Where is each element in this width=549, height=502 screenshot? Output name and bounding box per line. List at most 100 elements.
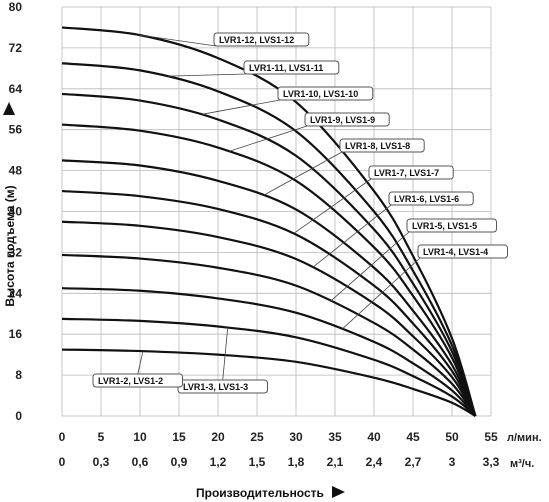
curve-label: LVR1-6, LVS1-6: [312, 191, 474, 268]
y-tick-label: 80: [9, 0, 23, 14]
y-axis-title: Высота подъема (м): [3, 185, 17, 306]
x-unit-secondary: м³/ч.: [510, 458, 534, 470]
label-leader-line: [229, 125, 308, 152]
curve-label-text: LVR1-8, LVS1-8: [345, 141, 410, 151]
x-tick-label-secondary: 1,2: [210, 455, 227, 469]
curve-labels: LVR1-12, LVS1-12 LVR1-11, LVS1-11 LVR1-10,…: [92, 32, 508, 394]
series-line: [61, 189, 477, 417]
x-unit-primary: л/мин.: [507, 432, 542, 444]
x-tick-label-secondary: 0: [59, 455, 66, 469]
curve-label-box: [368, 165, 454, 180]
x-tick-label-secondary: 2,7: [405, 455, 422, 469]
curve-label: LVR1-9, LVS1-9: [229, 112, 390, 152]
x-tick-label: 40: [367, 430, 381, 444]
curve-label: LVR1-12, LVS1-12: [138, 32, 310, 47]
curve-label-text: LVR1-7, LVS1-7: [374, 168, 439, 178]
curve-label-box: [406, 218, 497, 233]
label-leader-line: [137, 351, 144, 375]
curve-label-box: [92, 373, 183, 388]
x-tick-label: 10: [133, 430, 147, 444]
x-tick-label: 30: [289, 430, 303, 444]
series-line: [61, 92, 477, 417]
x-tick-label: 15: [172, 430, 186, 444]
x-tick-label: 25: [250, 430, 264, 444]
x-tick-label-secondary: 0,9: [171, 455, 188, 469]
curve-label: LVR1-8, LVS1-8: [263, 138, 425, 196]
x-tick-label: 20: [211, 430, 225, 444]
curve-label-box: [417, 244, 508, 259]
curve-label-text: LVR1-3, LVS1-3: [183, 382, 248, 392]
curve-label-box: [304, 112, 390, 127]
x-tick-label-secondary: 1,8: [288, 455, 305, 469]
curve-label: LVR1-7, LVS1-7: [293, 165, 454, 234]
curve-label-box: [277, 86, 374, 101]
curve-label: LVR1-11, LVS1-11: [168, 60, 340, 77]
series-line: [61, 317, 477, 417]
curve-label: LVR1-5, LVS1-5: [330, 218, 497, 301]
x-tick-label-secondary: 3,3: [483, 455, 500, 469]
label-leader-line: [202, 99, 281, 115]
x-axis-title-group: Производительность: [196, 486, 345, 500]
series-line: [61, 26, 477, 417]
label-leader-line: [138, 34, 217, 47]
x-axis-title: Производительность: [196, 486, 324, 500]
y-tick-label: 8: [15, 368, 22, 382]
x-tick-label-secondary: 3: [449, 455, 456, 469]
x-tick-label: 45: [406, 430, 420, 444]
label-leader-line: [263, 151, 343, 196]
curve-label-box: [388, 191, 474, 206]
y-tick-label: 64: [9, 82, 23, 96]
y-tick-labels: 0 8 16 24 32 40 48 56 64 72 80: [9, 0, 23, 423]
series-line: [61, 123, 477, 417]
curve-label-text: LVR1-12, LVS1-12: [219, 35, 294, 45]
curve-label-box: [243, 60, 340, 75]
curve-label-text: LVR1-10, LVS1-10: [283, 89, 358, 99]
curve-label-text: LVR1-11, LVS1-11: [249, 63, 323, 73]
curve-label-text: LVR1-2, LVS1-2: [98, 376, 163, 386]
x-tick-label: 5: [98, 430, 105, 444]
y-tick-label: 24: [9, 286, 23, 300]
x-tick-labels: 0 0 5 0,3 10 0,6 15 0,9 20 1,2 25 1,5 30 1,8 35 2,1 40 2,…: [59, 430, 500, 469]
x-tick-label-secondary: 2,4: [366, 455, 383, 469]
y-tick-label: 48: [9, 164, 23, 178]
series-line: [61, 253, 477, 417]
label-leader-line: [168, 73, 247, 77]
curve-label-box: [213, 32, 310, 47]
y-axis-arrow-icon: [3, 102, 15, 115]
x-tick-label: 35: [328, 430, 342, 444]
series-line: [61, 62, 477, 417]
y-tick-label: 40: [9, 205, 23, 219]
x-tick-label-secondary: 2,1: [327, 455, 344, 469]
y-tick-label: 72: [9, 41, 23, 55]
y-tick-label: 0: [15, 409, 22, 423]
curve-label: LVR1-4, LVS1-4: [342, 244, 508, 330]
x-tick-label: 55: [484, 430, 498, 444]
label-leader-line: [222, 327, 229, 381]
x-tick-label-secondary: 0,3: [93, 455, 110, 469]
y-tick-label: 32: [9, 245, 23, 259]
x-tick-label: 50: [445, 430, 459, 444]
label-leader-line: [342, 257, 421, 330]
label-leader-line: [293, 178, 372, 234]
curve-label-box: [339, 138, 425, 153]
y-axis-title-group: Высота подъема (м): [3, 102, 17, 307]
series-line: [61, 159, 477, 417]
x-tick-label: 0: [59, 430, 66, 444]
label-leader-line: [312, 204, 392, 268]
curve-label: LVR1-2, LVS1-2: [92, 351, 183, 388]
series-line: [61, 220, 477, 417]
curve-label-text: LVR1-6, LVS1-6: [394, 194, 459, 204]
curve-label-text: LVR1-5, LVS1-5: [412, 221, 477, 231]
curve-label-text: LVR1-4, LVS1-4: [423, 247, 488, 257]
curve-label: LVR1-10, LVS1-10: [202, 86, 374, 115]
series-line: [61, 287, 477, 417]
curve-label-text: LVR1-9, LVS1-9: [310, 115, 375, 125]
y-tick-label: 56: [9, 123, 23, 137]
y-tick-label: 16: [9, 327, 23, 341]
x-axis-arrow-icon: [332, 486, 345, 498]
x-tick-label-secondary: 0,6: [132, 455, 149, 469]
label-leader-line: [330, 231, 410, 301]
x-tick-label-secondary: 1,5: [249, 455, 266, 469]
curve-label: LVR1-3, LVS1-3: [177, 327, 268, 394]
